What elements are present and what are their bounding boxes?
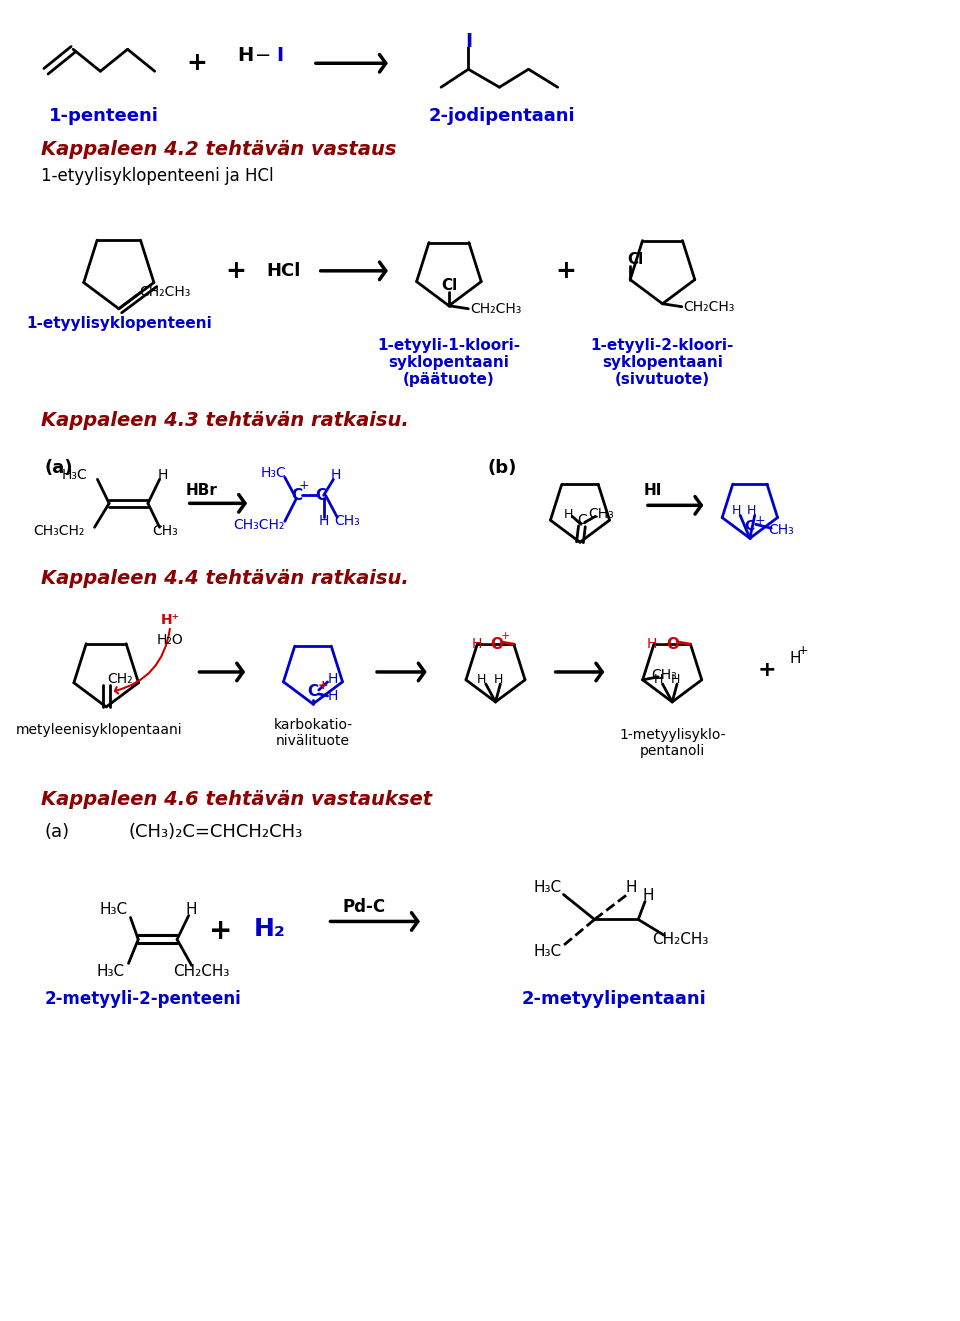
Text: Kappaleen 4.6 tehtävän vastaukset: Kappaleen 4.6 tehtävän vastaukset [41,790,432,810]
Text: Pd-C: Pd-C [343,898,386,917]
Text: H: H [732,503,741,517]
Text: +: + [500,631,510,641]
Text: CH₃: CH₃ [153,524,179,538]
Text: H⁺: H⁺ [161,613,180,627]
Text: C: C [315,487,326,503]
Text: 2-jodipentaani: 2-jodipentaani [429,107,576,125]
Text: Kappaleen 4.3 tehtävän ratkaisu.: Kappaleen 4.3 tehtävän ratkaisu. [41,411,409,431]
Text: HI: HI [643,483,662,498]
Text: C: C [307,684,319,699]
Text: CH₂CH₃: CH₂CH₃ [140,285,191,299]
Text: +: + [555,259,576,283]
Text: 2-metyylipentaani: 2-metyylipentaani [521,991,707,1008]
Text: HBr: HBr [185,483,217,498]
Text: 1-penteeni: 1-penteeni [49,107,159,125]
Text: H₃C: H₃C [534,945,562,959]
Text: H: H [642,888,654,904]
Text: H: H [327,672,338,686]
Text: H: H [564,507,573,520]
Text: (a): (a) [44,823,69,840]
Text: 2-metyyli-2-penteeni: 2-metyyli-2-penteeni [45,991,242,1008]
Text: H: H [477,674,487,687]
Text: CH₃: CH₃ [651,668,677,682]
Text: 1-etyylisyklopenteeni ja HCl: 1-etyylisyklopenteeni ja HCl [41,166,274,185]
Text: I: I [276,46,283,65]
Text: CH₃CH₂: CH₃CH₂ [233,518,285,532]
Text: CH₂CH₃: CH₂CH₃ [173,964,229,979]
Text: H: H [790,650,802,666]
Text: HCl: HCl [267,262,301,280]
Text: 1-etyylisyklopenteeni: 1-etyylisyklopenteeni [26,316,212,332]
Text: CH₂: CH₂ [107,672,132,686]
Text: H: H [626,880,637,896]
Text: −: − [481,637,492,651]
Text: H: H [237,46,253,65]
Text: CH₂CH₃: CH₂CH₃ [652,931,708,947]
Text: H: H [646,637,657,651]
Text: C: C [745,519,755,534]
Text: H₃C: H₃C [261,466,287,481]
Text: H₃C: H₃C [534,880,562,896]
Text: +: + [758,660,777,680]
Text: (a): (a) [44,460,73,477]
Text: C: C [577,514,587,527]
Text: 1-metyylisyklo-
pentanoli: 1-metyylisyklo- pentanoli [619,728,726,758]
Text: (b): (b) [488,460,517,477]
Text: −: − [255,46,272,65]
Text: H: H [327,690,338,703]
Text: H₂: H₂ [253,917,285,942]
Text: H₃C: H₃C [100,902,128,917]
Text: H: H [186,902,198,917]
Text: Cl: Cl [627,252,643,267]
Text: H: H [747,503,756,517]
Text: +: + [798,643,808,657]
Text: H: H [670,674,680,687]
Text: C: C [291,487,302,503]
Text: I: I [465,32,472,50]
Text: +: + [318,679,328,692]
Text: Kappaleen 4.4 tehtävän ratkaisu.: Kappaleen 4.4 tehtävän ratkaisu. [41,568,409,588]
Text: H: H [330,469,341,482]
Text: CH₂CH₃: CH₂CH₃ [684,300,734,314]
Text: CH₂CH₃: CH₂CH₃ [469,301,521,316]
Text: CH₃: CH₃ [334,514,360,528]
Text: 1-etyyli-2-kloori-
syklopentaani
(sivutuote): 1-etyyli-2-kloori- syklopentaani (sivutu… [590,338,734,387]
Text: O: O [666,637,680,651]
Text: CH₃: CH₃ [588,507,614,522]
Text: Cl: Cl [441,279,457,293]
Text: H: H [157,469,168,482]
Text: H: H [654,674,663,687]
Text: H₃C: H₃C [62,469,87,482]
Text: H₃C: H₃C [97,964,125,979]
Text: −: − [656,637,667,651]
Text: H₂O: H₂O [156,633,183,647]
Text: +: + [209,917,232,946]
Text: H: H [471,637,482,651]
Text: +: + [755,514,765,527]
Text: 1-etyyli-1-kloori-
syklopentaani
(päätuote): 1-etyyli-1-kloori- syklopentaani (päätuo… [377,338,520,387]
Text: CH₃: CH₃ [768,523,794,538]
Text: H: H [493,674,503,687]
Text: (CH₃)₂C=CHCH₂CH₃: (CH₃)₂C=CHCH₂CH₃ [129,823,302,840]
Text: karbokatio-
nivälituote: karbokatio- nivälituote [274,717,352,748]
Text: O: O [490,637,503,651]
Text: Kappaleen 4.2 tehtävän vastaus: Kappaleen 4.2 tehtävän vastaus [41,140,396,159]
Text: +: + [225,259,246,283]
Text: H: H [319,514,329,528]
Text: CH₃CH₂: CH₃CH₂ [34,524,84,538]
Text: metyleenisyklopentaani: metyleenisyklopentaani [16,723,182,737]
Text: +: + [186,52,207,75]
Text: +: + [299,480,309,491]
